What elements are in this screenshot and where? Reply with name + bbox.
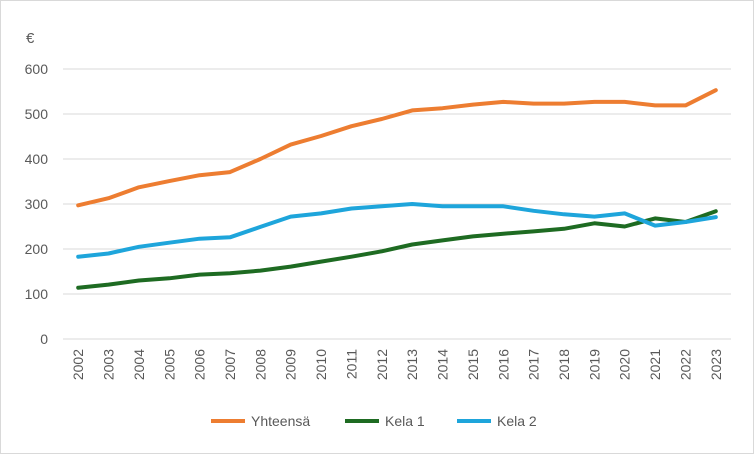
x-tick-label: 2020 bbox=[617, 349, 633, 380]
x-tick-label: 2003 bbox=[101, 349, 117, 380]
x-tick-label: 2002 bbox=[70, 349, 86, 380]
x-tick-label: 2009 bbox=[283, 349, 299, 380]
x-tick-label: 2016 bbox=[495, 349, 511, 380]
y-tick-label: 500 bbox=[25, 106, 49, 122]
x-tick-label: 2006 bbox=[192, 349, 208, 380]
x-tick-label: 2005 bbox=[161, 349, 177, 380]
x-tick-label: 2015 bbox=[465, 349, 481, 380]
y-tick-label: 0 bbox=[40, 331, 48, 347]
x-tick-label: 2007 bbox=[222, 349, 238, 380]
x-tick-label: 2019 bbox=[586, 349, 602, 380]
series-kela-1 bbox=[76, 209, 718, 290]
x-tick-label: 2010 bbox=[313, 349, 329, 380]
x-tick-label: 2023 bbox=[708, 349, 724, 380]
series-line bbox=[76, 209, 718, 290]
series-line bbox=[76, 88, 718, 208]
x-tick-label: 2018 bbox=[556, 349, 572, 380]
x-tick-label: 2004 bbox=[131, 349, 147, 380]
legend-label: Kela 2 bbox=[497, 413, 537, 429]
x-tick-label: 2012 bbox=[374, 349, 390, 380]
legend-item: Kela 2 bbox=[457, 413, 537, 429]
x-tick-label: 2011 bbox=[343, 349, 359, 379]
x-tick-label: 2022 bbox=[677, 349, 693, 380]
y-tick-label: 300 bbox=[25, 196, 49, 212]
y-tick-label: 200 bbox=[25, 241, 49, 257]
legend-label: Yhteensä bbox=[251, 413, 310, 429]
x-tick-label: 2021 bbox=[647, 349, 663, 380]
y-tick-label: 400 bbox=[25, 151, 49, 167]
x-tick-label: 2014 bbox=[435, 349, 451, 380]
series-yhteensä bbox=[76, 88, 718, 208]
legend-item: Kela 1 bbox=[345, 413, 425, 429]
y-axis-ticks: 0 100 200 300 400 500 600 bbox=[25, 61, 49, 347]
series-line bbox=[76, 202, 718, 259]
legend-item: Yhteensä bbox=[211, 413, 310, 429]
series-lines bbox=[76, 88, 718, 290]
x-tick-label: 2017 bbox=[526, 349, 542, 380]
legend-label: Kela 1 bbox=[385, 413, 425, 429]
legend: Yhteensä Kela 1 Kela 2 bbox=[211, 413, 537, 429]
y-tick-label: 600 bbox=[25, 61, 49, 77]
x-axis-ticks: 2002 2003 2004 2005 2006 2007 2008 2009 2010 2011… bbox=[70, 349, 724, 380]
y-axis-label: € bbox=[26, 30, 35, 47]
x-tick-label: 2013 bbox=[404, 349, 420, 380]
series-kela-2 bbox=[76, 202, 718, 259]
y-tick-label: 100 bbox=[25, 286, 49, 302]
x-tick-label: 2008 bbox=[252, 349, 268, 380]
